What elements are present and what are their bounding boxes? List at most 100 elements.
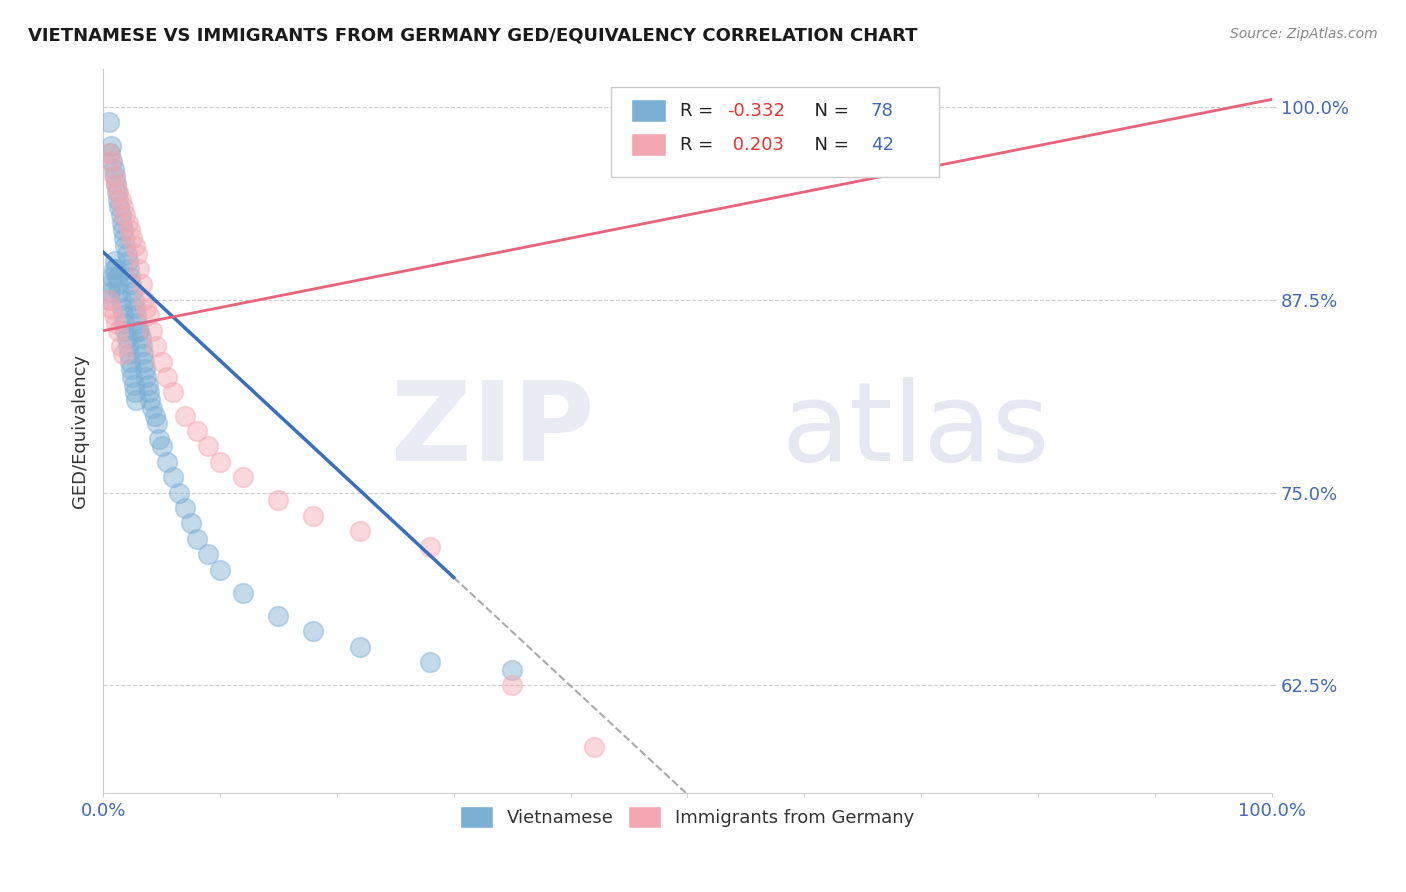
Point: [156, 370, 179, 384]
Point: [98, 146, 121, 161]
Point: [501, 678, 523, 692]
Point: [112, 316, 135, 330]
Point: [124, 301, 146, 315]
Point: [146, 416, 169, 430]
Point: [138, 385, 160, 400]
Point: [180, 516, 202, 531]
Point: [124, 239, 146, 253]
Point: [107, 324, 129, 338]
Text: VIETNAMESE VS IMMIGRANTS FROM GERMANY GED/EQUIVALENCY CORRELATION CHART: VIETNAMESE VS IMMIGRANTS FROM GERMANY GE…: [28, 27, 918, 45]
Point: [419, 655, 441, 669]
Point: [111, 200, 134, 214]
Point: [267, 609, 290, 624]
Point: [107, 193, 129, 207]
Point: [419, 540, 441, 554]
Point: [150, 354, 173, 368]
Point: [103, 169, 125, 184]
Point: [103, 161, 125, 176]
Point: [120, 362, 142, 376]
Point: [141, 324, 163, 338]
FancyBboxPatch shape: [612, 87, 939, 178]
Point: [98, 115, 121, 129]
Text: R =: R =: [681, 102, 720, 120]
Point: [115, 246, 138, 260]
Point: [118, 354, 141, 368]
Text: Source: ZipAtlas.com: Source: ZipAtlas.com: [1230, 27, 1378, 41]
Point: [167, 485, 190, 500]
Point: [107, 185, 129, 199]
Point: [120, 277, 142, 292]
Bar: [631, 99, 666, 122]
Point: [162, 385, 184, 400]
Text: -0.332: -0.332: [727, 102, 785, 120]
Point: [117, 216, 139, 230]
Point: [98, 293, 121, 307]
Point: [132, 354, 155, 368]
Point: [105, 185, 128, 199]
Point: [132, 347, 155, 361]
Text: N =: N =: [803, 136, 855, 153]
Point: [162, 470, 184, 484]
Point: [232, 586, 254, 600]
Point: [105, 269, 128, 284]
Legend: Vietnamese, Immigrants from Germany: Vietnamese, Immigrants from Germany: [453, 798, 922, 835]
Point: [121, 231, 143, 245]
Point: [125, 316, 148, 330]
Point: [150, 439, 173, 453]
Text: N =: N =: [803, 102, 855, 120]
Point: [110, 339, 132, 353]
Point: [98, 293, 121, 307]
Point: [104, 316, 127, 330]
Point: [143, 409, 166, 423]
Point: [103, 262, 125, 277]
Point: [125, 246, 148, 260]
Point: [131, 277, 153, 292]
Point: [302, 508, 325, 523]
Point: [112, 231, 135, 245]
Point: [103, 308, 125, 322]
Text: atlas: atlas: [780, 377, 1049, 484]
Point: [118, 223, 141, 237]
Point: [349, 640, 371, 654]
Point: [174, 501, 197, 516]
Point: [107, 277, 129, 292]
Point: [186, 424, 208, 438]
Point: [232, 470, 254, 484]
Point: [135, 370, 157, 384]
Point: [101, 154, 124, 169]
Point: [110, 293, 132, 307]
Point: [131, 339, 153, 353]
Point: [135, 301, 157, 315]
Point: [118, 347, 141, 361]
Point: [134, 362, 156, 376]
Point: [114, 239, 136, 253]
Point: [110, 208, 132, 222]
Point: [111, 216, 134, 230]
Point: [145, 339, 167, 353]
Point: [793, 100, 815, 114]
Text: 78: 78: [870, 102, 894, 120]
Point: [111, 223, 134, 237]
Point: [128, 262, 150, 277]
Point: [197, 547, 219, 561]
Point: [156, 455, 179, 469]
Text: 42: 42: [870, 136, 894, 153]
Point: [208, 563, 231, 577]
Point: [121, 285, 143, 300]
Point: [100, 138, 122, 153]
Point: [117, 339, 139, 353]
Point: [118, 262, 141, 277]
Point: [118, 269, 141, 284]
Point: [128, 324, 150, 338]
Text: ZIP: ZIP: [391, 377, 593, 484]
Point: [111, 347, 134, 361]
Point: [125, 308, 148, 322]
Point: [98, 146, 121, 161]
Point: [122, 377, 145, 392]
Point: [104, 169, 127, 184]
Point: [104, 177, 127, 191]
Point: [100, 301, 122, 315]
Point: [302, 624, 325, 639]
Point: [136, 377, 159, 392]
Point: [129, 331, 152, 345]
